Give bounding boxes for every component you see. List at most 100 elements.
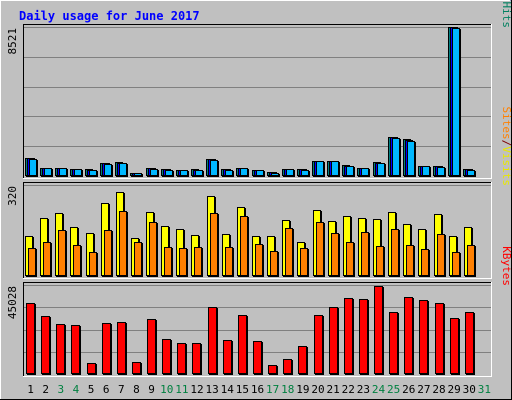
x-tick-label-day-1: 1 <box>27 383 34 396</box>
bar-sites-day-3 <box>58 230 66 276</box>
bar-pages-day-14 <box>225 170 233 176</box>
bar-sites-day-22 <box>346 242 354 276</box>
bar-sites-day-5 <box>89 252 97 276</box>
bar-kbytes-day-26 <box>404 297 413 374</box>
x-tick-label-day-29: 29 <box>448 383 461 396</box>
bar-pages-day-25 <box>392 138 400 176</box>
bar-pages-day-9 <box>150 169 158 176</box>
x-axis-labels: 1 2 3 4 5 6 7 8 9 10 11 12 13 14 15 16 17 18 19 20 21 22 23 24 2… <box>27 383 491 396</box>
bar-sites-day-9 <box>149 222 157 276</box>
bar-kbytes-day-22 <box>344 298 353 374</box>
x-tick-label-day-31: 31 <box>478 383 491 396</box>
bar-kbytes-day-25 <box>389 312 398 374</box>
bar-sites-day-15 <box>240 216 248 276</box>
bar-sites-day-26 <box>406 245 414 276</box>
bar-pages-day-1 <box>29 159 37 176</box>
bar-kbytes-day-14 <box>223 340 232 374</box>
x-tick-label-day-30: 30 <box>463 383 476 396</box>
x-tick-label-day-5: 5 <box>88 383 95 396</box>
x-tick-label-day-16: 16 <box>251 383 264 396</box>
x-tick-label-day-6: 6 <box>103 383 110 396</box>
bar-sites-day-21 <box>331 233 339 276</box>
panels-group: 8521Pages/Files/Hits320Sites/Visits45028… <box>6 0 512 377</box>
bar-sites-day-28 <box>437 234 445 276</box>
x-tick-label-day-11: 11 <box>175 383 188 396</box>
bar-pages-day-23 <box>361 168 369 176</box>
bar-pages-day-15 <box>240 168 248 176</box>
x-tick-label-day-4: 4 <box>73 383 80 396</box>
bar-kbytes-day-30 <box>465 312 474 374</box>
x-tick-label-day-15: 15 <box>236 383 249 396</box>
bar-pages-day-13 <box>210 160 218 176</box>
bar-kbytes-day-23 <box>359 299 368 374</box>
x-tick-label-day-3: 3 <box>58 383 65 396</box>
legend-item: / <box>500 0 512 2</box>
bar-kbytes-day-4 <box>71 325 80 374</box>
panel-2: 320 Sites/Visits <box>6 107 512 279</box>
bar-pages-day-21 <box>331 161 339 176</box>
bar-pages-day-17 <box>271 173 279 176</box>
bar-kbytes-day-21 <box>329 307 338 374</box>
bar-sites-day-29 <box>452 252 460 276</box>
bar-kbytes-day-17 <box>268 365 277 374</box>
bar-pages-day-16 <box>256 170 264 176</box>
bar-sites-day-27 <box>421 249 429 276</box>
bar-sites-day-17 <box>270 251 278 276</box>
series-legend: KBytes <box>500 246 512 286</box>
bar-pages-day-26 <box>407 141 415 176</box>
bar-sites-day-1 <box>28 248 36 276</box>
bar-kbytes-day-20 <box>314 315 323 374</box>
x-tick-label-day-13: 13 <box>205 383 218 396</box>
bar-kbytes-day-24 <box>374 286 383 374</box>
bar-kbytes-day-15 <box>238 315 247 374</box>
bar-pages-day-22 <box>346 166 354 176</box>
x-tick-label-day-26: 26 <box>402 383 415 396</box>
bar-sites-day-23 <box>361 232 369 276</box>
bar-sites-day-4 <box>73 245 81 276</box>
bar-kbytes-day-2 <box>41 316 50 374</box>
bar-sites-day-14 <box>225 247 233 276</box>
bar-sites-day-2 <box>43 242 51 276</box>
bar-kbytes-day-27 <box>419 300 428 374</box>
x-tick-label-day-10: 10 <box>160 383 173 396</box>
x-tick-label-day-25: 25 <box>387 383 400 396</box>
bar-sites-day-8 <box>134 242 142 276</box>
x-tick-label-day-19: 19 <box>296 383 309 396</box>
x-tick-label-day-28: 28 <box>432 383 445 396</box>
bar-pages-day-30 <box>467 170 475 176</box>
x-tick-label-day-18: 18 <box>281 383 294 396</box>
x-tick-label-day-8: 8 <box>133 383 140 396</box>
bar-sites-day-25 <box>391 229 399 276</box>
legend-item: Sites <box>500 107 512 140</box>
bar-pages-day-28 <box>437 167 445 176</box>
bar-pages-day-27 <box>422 166 430 176</box>
bar-sites-day-7 <box>119 211 127 276</box>
bar-pages-day-10 <box>165 170 173 176</box>
y-max-label: 320 <box>6 186 19 206</box>
x-tick-label-day-27: 27 <box>417 383 430 396</box>
legend-item: Visits <box>500 146 512 186</box>
bar-kbytes-day-12 <box>192 343 201 374</box>
bar-kbytes-day-28 <box>435 303 444 374</box>
bar-sites-day-18 <box>285 228 293 276</box>
legend-item: KBytes <box>500 246 512 286</box>
bar-kbytes-day-3 <box>56 324 65 374</box>
bar-pages-day-7 <box>119 163 127 176</box>
bar-pages-day-5 <box>89 170 97 176</box>
bar-sites-day-30 <box>467 245 475 276</box>
x-tick-label-day-17: 17 <box>266 383 279 396</box>
x-tick-label-day-14: 14 <box>221 383 235 396</box>
bar-pages-day-20 <box>316 161 324 176</box>
bar-kbytes-day-16 <box>253 341 262 374</box>
bar-pages-day-6 <box>104 164 112 176</box>
x-tick-label-day-7: 7 <box>118 383 125 396</box>
x-tick-label-day-23: 23 <box>357 383 370 396</box>
x-tick-label-day-20: 20 <box>311 383 324 396</box>
x-tick-label-day-9: 9 <box>148 383 155 396</box>
panel-3: 45028 KBytes <box>6 246 512 377</box>
plot-area <box>23 24 492 179</box>
bar-pages-day-4 <box>74 169 82 176</box>
legend-item: / <box>500 140 512 147</box>
bar-pages-day-8 <box>134 173 142 176</box>
